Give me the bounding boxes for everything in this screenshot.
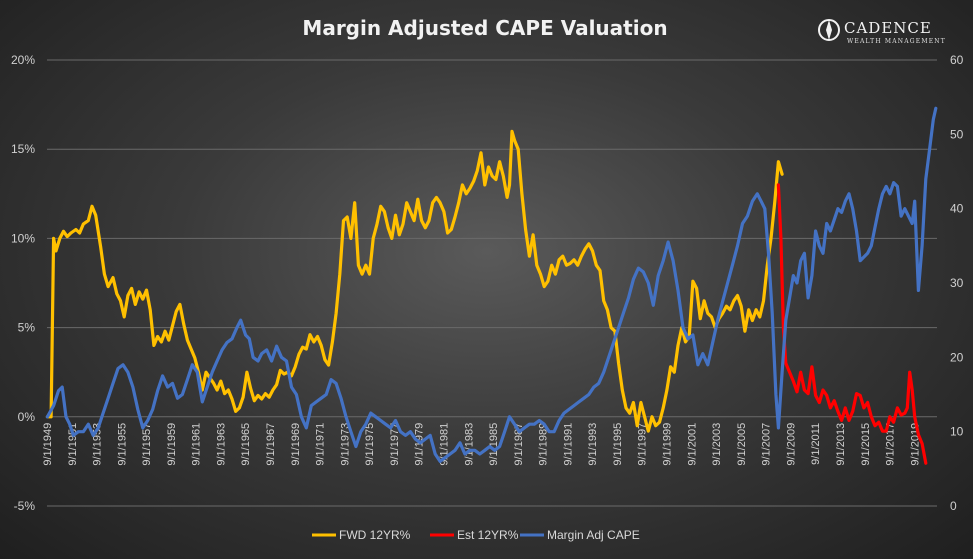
chart-title: Margin Adjusted CAPE Valuation: [302, 16, 667, 40]
x-tick-label: 9/1/2009: [785, 423, 797, 466]
x-tick-label: 9/1/2011: [810, 423, 822, 465]
legend-label: Margin Adj CAPE: [547, 528, 640, 542]
legend-label: Est 12YR%: [457, 528, 519, 542]
x-tick-label: 9/1/1991: [562, 423, 574, 466]
x-tick-label: 9/1/2001: [686, 423, 698, 466]
x-tick-label: 9/1/1983: [463, 423, 475, 466]
series-lines: [45, 106, 938, 465]
x-tick-label: 9/1/2015: [860, 423, 872, 466]
x-tick-label: 9/1/1961: [191, 423, 203, 466]
x-tick-label: 9/1/1959: [166, 423, 178, 466]
x-tick-label: 9/1/2017: [885, 423, 897, 466]
y-left-tick-label: 10%: [11, 231, 35, 245]
y-left-tick-label: 5%: [18, 321, 36, 335]
x-tick-label: 9/1/1997: [637, 423, 649, 466]
x-tick-label: 9/1/1971: [315, 423, 327, 466]
y-right-tick-label: 10: [950, 425, 964, 439]
x-tick-label: 9/1/1987: [513, 423, 525, 466]
series-line-1: [776, 183, 928, 465]
legend-label: FWD 12YR%: [339, 528, 411, 542]
series-line-0: [45, 129, 784, 433]
cadence-logo: CADENCE WEALTH MANAGEMENT: [818, 19, 946, 45]
x-axis: 9/1/1949 9/1/1951 9/1/1953 9/1/1955 9/1/1957…: [42, 423, 921, 466]
x-tick-label: 9/1/1965: [240, 423, 252, 466]
y-right-tick-label: 50: [950, 127, 964, 141]
x-tick-label: 9/1/2007: [761, 423, 773, 466]
x-tick-label: 9/1/1963: [215, 423, 227, 466]
y-axis-right: 60 50 40 30 20 10 0: [950, 53, 964, 513]
x-tick-label: 9/1/1977: [389, 423, 401, 466]
x-tick-label: 9/1/1969: [290, 423, 302, 466]
x-tick-label: 9/1/1993: [587, 423, 599, 466]
legend: FWD 12YR% Est 12YR% Margin Adj CAPE: [312, 528, 640, 542]
x-tick-label: 9/1/1957: [141, 423, 153, 466]
y-left-tick-label: 20%: [11, 53, 35, 67]
x-tick-label: 9/1/1955: [116, 423, 128, 466]
x-tick-label: 9/1/1967: [265, 423, 277, 466]
x-tick-label: 9/1/2019: [909, 423, 921, 466]
y-left-tick-label: 15%: [11, 142, 35, 156]
x-tick-label: 9/1/2013: [835, 423, 847, 466]
y-right-tick-label: 20: [950, 350, 964, 364]
y-axis-left: 20% 15% 10% 5% 0% -5%: [11, 53, 35, 513]
x-tick-label: 9/1/1973: [339, 423, 351, 466]
x-tick-label: 9/1/1975: [364, 423, 376, 466]
compass-needle-icon: [826, 20, 832, 40]
x-tick-label: 9/1/1995: [612, 423, 624, 466]
y-right-tick-label: 60: [950, 53, 964, 67]
x-tick-label: 9/1/2005: [736, 423, 748, 466]
gridlines: [47, 59, 937, 507]
series-line-2: [45, 106, 938, 463]
x-tick-label: 9/1/1989: [538, 423, 550, 466]
x-tick-label: 9/1/1999: [662, 423, 674, 466]
x-tick-label: 9/1/2003: [711, 423, 723, 466]
x-tick-label: 9/1/1985: [488, 423, 500, 466]
logo-tagline: WEALTH MANAGEMENT: [847, 38, 946, 45]
y-left-tick-label: 0%: [18, 410, 36, 424]
y-right-tick-label: 40: [950, 202, 964, 216]
x-tick-label: 9/1/1949: [42, 423, 54, 466]
logo-name: CADENCE: [844, 19, 932, 37]
y-right-tick-label: 0: [950, 499, 957, 513]
y-left-tick-label: -5%: [14, 499, 36, 513]
y-right-tick-label: 30: [950, 276, 964, 290]
